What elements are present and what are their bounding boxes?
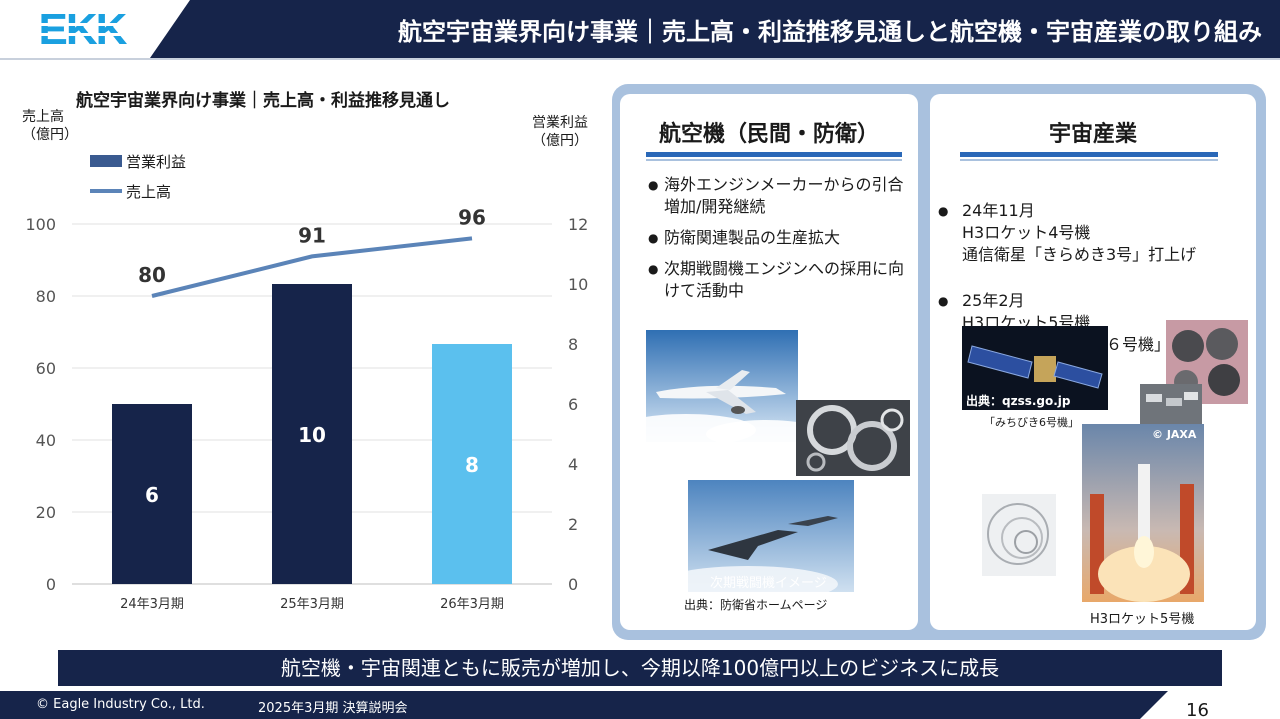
airliner-image <box>646 330 798 442</box>
aviation-source: 出典：防衛省ホームページ <box>684 598 828 612</box>
copyright: © Eagle Industry Co., Ltd. <box>36 697 205 712</box>
legend-bar-swatch <box>90 155 122 167</box>
list-item: 24年11月 H3ロケット4号機 通信衛星「きらめき3号」打上げ <box>938 200 1254 266</box>
fighter-caption: 次期戦闘機イメージ <box>710 576 827 591</box>
y-tick-left: 100 <box>25 215 56 234</box>
bar <box>112 404 192 584</box>
y-tick-left: 80 <box>36 287 56 306</box>
legend-line-swatch <box>90 189 122 193</box>
bar <box>272 284 352 584</box>
header-divider <box>0 58 1280 60</box>
list-item: 防衛関連製品の生産拡大 <box>648 227 908 249</box>
space-title: 宇宙産業 <box>1048 122 1137 147</box>
y-tick-left: 60 <box>36 359 56 378</box>
satellite-image: 出典：qzss.go.jp <box>962 326 1108 410</box>
list-item: 次期戦闘機エンジンへの採用に向けて活動中 <box>648 258 908 302</box>
chart-legend: 営業利益 売上高 <box>90 146 186 206</box>
footer-subtitle: 2025年3月期 決算説明会 <box>258 701 408 716</box>
ekk-logo: EKK <box>36 6 128 50</box>
aviation-title-rule <box>646 152 902 161</box>
x-tick-label: 26年3月期 <box>440 597 504 612</box>
y-tick-right: 0 <box>568 575 578 594</box>
rocket-caption: H3ロケット5号機 <box>1090 612 1195 627</box>
y-tick-left: 40 <box>36 431 56 450</box>
bar-data-label: 6 <box>145 483 159 507</box>
satellite-source: 出典：qzss.go.jp <box>966 394 1071 408</box>
y-tick-right: 6 <box>568 395 578 414</box>
aviation-bullets: 海外エンジンメーカーからの引合増加/開発継続 防衛関連製品の生産拡大 次期戦闘機… <box>648 174 908 311</box>
small-parts-image <box>1140 384 1202 424</box>
jaxa-credit: © JAXA <box>1152 428 1197 441</box>
page-title: 航空宇宙業界向け事業｜売上高・利益推移見通しと航空機・宇宙産業の取り組み <box>398 18 1262 46</box>
bar-data-label: 8 <box>465 453 479 477</box>
initiatives-panel: 航空機（民間・防衛） 海外エンジンメーカーからの引合増加/開発継続 防衛関連製品… <box>612 84 1266 640</box>
legend-item-line: 売上高 <box>90 176 186 206</box>
y-tick-right: 2 <box>568 515 578 534</box>
seal-parts-image <box>796 400 910 476</box>
aviation-card: 航空機（民間・防衛） 海外エンジンメーカーからの引合増加/開発継続 防衛関連製品… <box>620 94 918 630</box>
line-data-label: 96 <box>458 205 486 229</box>
y-tick-right: 4 <box>568 455 578 474</box>
sales-profit-chart: 0 20 40 60 80 100 0 2 4 6 8 10 12 6 24年3月期 10 25年3月期 8 26年… <box>25 205 588 612</box>
line-data-label: 91 <box>298 223 326 247</box>
page-number: 16 <box>1186 700 1209 719</box>
line-data-label: 80 <box>138 263 166 287</box>
space-title-rule <box>960 152 1218 161</box>
space-card: 宇宙産業 24年11月 H3ロケット4号機 通信衛星「きらめき3号」打上げ 25… <box>930 94 1256 630</box>
x-tick-label: 24年3月期 <box>120 597 184 612</box>
list-item: 海外エンジンメーカーからの引合増加/開発継続 <box>648 174 908 218</box>
sales-line <box>151 236 473 298</box>
y-tick-left: 0 <box>46 575 56 594</box>
footer-page-tab <box>1140 691 1280 719</box>
fighter-jet-image: 次期戦闘機イメージ <box>688 480 854 592</box>
summary-banner: 航空機・宇宙関連ともに販売が増加し、今期以降100億円以上のビジネスに成長 <box>58 650 1222 686</box>
aviation-title: 航空機（民間・防衛） <box>658 122 879 147</box>
x-tick-label: 25年3月期 <box>280 597 344 612</box>
rocket-launch-image: © JAXA <box>1082 424 1204 602</box>
metal-rings-image <box>982 494 1056 576</box>
y-axis-left-label: 売上高 （億円） <box>22 109 78 143</box>
y-tick-left: 20 <box>36 503 56 522</box>
legend-item-bar: 営業利益 <box>90 146 186 176</box>
bar <box>432 344 512 584</box>
space-parts-image <box>1166 320 1248 404</box>
y-tick-right: 12 <box>568 215 588 234</box>
y-tick-right: 10 <box>568 275 588 294</box>
y-axis-right-label: 営業利益 （億円） <box>532 115 588 149</box>
chart-title: 航空宇宙業界向け事業｜売上高・利益推移見通し <box>76 91 450 111</box>
y-tick-right: 8 <box>568 335 578 354</box>
satellite-caption: 「みちびき6号機」 <box>984 416 1079 429</box>
header: EKK 航空宇宙業界向け事業｜売上高・利益推移見通しと航空機・宇宙産業の取り組み <box>0 0 1280 58</box>
bar-data-label: 10 <box>298 423 326 447</box>
header-band <box>150 0 1280 58</box>
footer <box>0 691 1280 719</box>
svg-text:EKK: EKK <box>39 6 128 50</box>
